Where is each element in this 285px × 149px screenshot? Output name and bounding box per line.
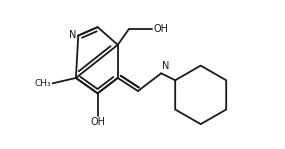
Text: N: N [162, 61, 169, 71]
Text: CH₃: CH₃ [34, 79, 51, 88]
Text: N: N [69, 30, 76, 40]
Text: OH: OH [90, 117, 105, 127]
Text: OH: OH [153, 24, 168, 34]
